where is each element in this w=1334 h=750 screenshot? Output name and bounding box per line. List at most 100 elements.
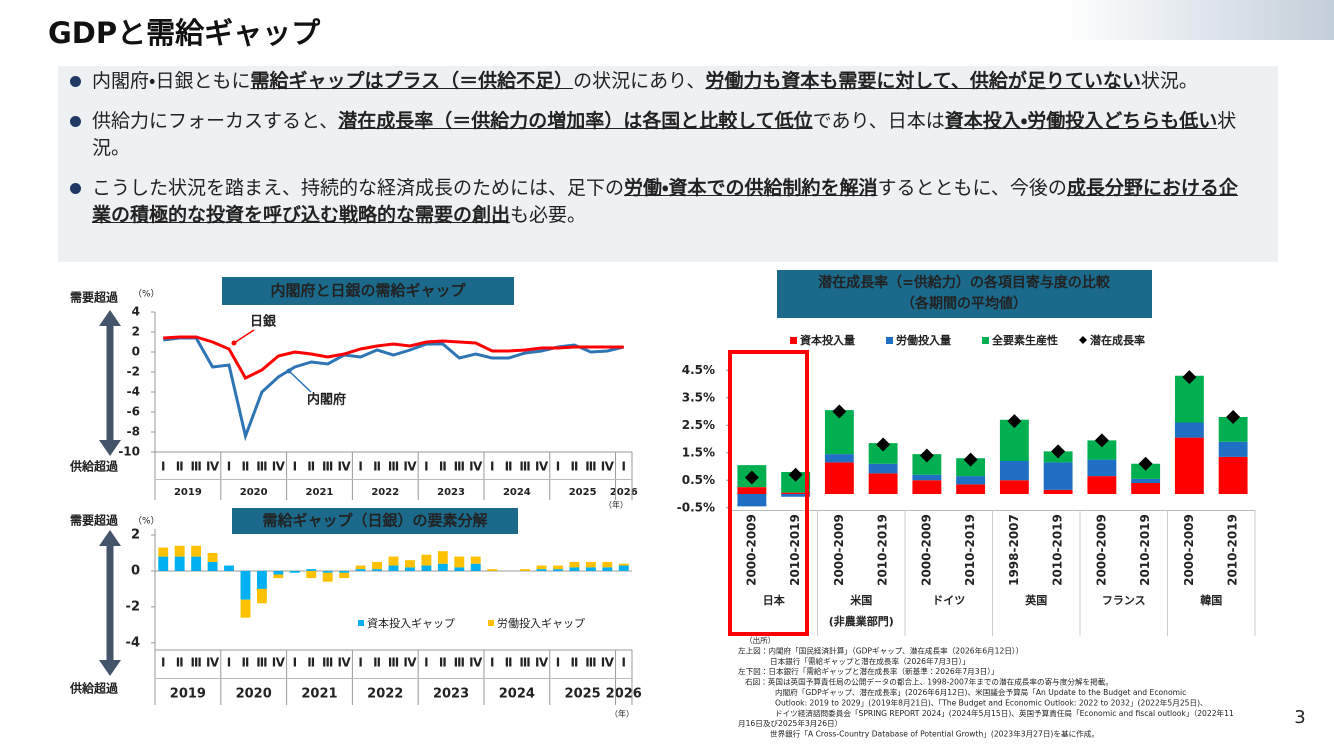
y-tick-label: 2	[132, 325, 140, 339]
emphasis-text: 需給ギャップはプラス（＝供給不足）	[250, 70, 574, 92]
bar-segment	[536, 565, 547, 570]
legend-label: 資本投入ギャップ	[367, 616, 455, 630]
x-tick-label: Ⅳ	[338, 460, 352, 474]
x-tick-label: 2010-2019	[788, 514, 802, 586]
bar-segment	[174, 556, 185, 571]
supply-label: 供給超過	[69, 681, 118, 696]
x-tick-label: Ⅳ	[338, 656, 352, 670]
x-tick-label: Ⅳ	[469, 656, 483, 670]
x-tick-label: Ⅱ	[242, 460, 250, 474]
bar-segment	[158, 547, 169, 557]
legend-label: 資本投入量	[800, 333, 855, 347]
corner-decoration	[1063, 0, 1334, 40]
chart-title: 内閣府と日銀の需給ギャップ	[270, 282, 466, 300]
diamond-marker	[832, 404, 847, 419]
y-tick-label: -4	[127, 385, 140, 399]
source-line: Outlook: 2019 to 2029」(2019年8月21日)、「The …	[775, 697, 1208, 707]
bar-segment	[737, 487, 767, 494]
unit-label: （%）	[133, 289, 160, 300]
bar-segment	[912, 474, 942, 481]
bar-segment	[956, 458, 986, 477]
x-tick-label: Ⅱ	[505, 460, 513, 474]
y-tick-label: -4	[126, 635, 140, 650]
diamond-marker	[1007, 414, 1022, 429]
year-label: 2022	[371, 487, 399, 498]
x-tick-label: Ⅲ	[519, 656, 530, 670]
bar-segment	[868, 473, 898, 494]
x-tick-label: Ⅲ	[585, 460, 596, 474]
x-tick-label: Ⅰ	[161, 656, 165, 670]
y-tick-label: 1.5%	[682, 445, 715, 459]
bar-segment	[207, 561, 218, 571]
x-tick-label: Ⅱ	[242, 656, 250, 670]
year-label: 2019	[174, 487, 202, 498]
x-tick-label: Ⅳ	[601, 656, 615, 670]
y-tick-label: 3.5%	[682, 390, 715, 404]
source-line: （出所）	[745, 635, 775, 645]
diamond-marker	[1138, 456, 1153, 471]
bar-segment	[553, 569, 563, 571]
x-tick-label: Ⅱ	[307, 460, 315, 474]
bar-segment	[289, 570, 300, 573]
y-tick-label: -8	[127, 425, 140, 439]
unit-label: （%）	[133, 516, 160, 527]
annotation-arrow-head	[231, 340, 237, 346]
year-label: 2021	[306, 487, 334, 498]
bullet-text: 状況。	[92, 110, 1237, 159]
x-tick-label: 2010-2019	[1051, 514, 1065, 586]
bar-segment	[1131, 478, 1161, 483]
y-tick-label: 0.5%	[682, 473, 715, 487]
x-tick-label: Ⅲ	[388, 656, 399, 670]
bar-segment	[602, 561, 613, 568]
chart-title-box	[777, 270, 1152, 318]
emphasis-text: 成長分野における企業の積極的な投資を呼び込む戦略的な需要の創出	[92, 177, 1238, 226]
chart-title: （各期間の平均値）	[901, 295, 1027, 312]
source-line: 世界銀行「A Cross-Country Database of Potenti…	[770, 729, 1099, 739]
year-label: 2026	[606, 687, 642, 702]
bar-segment	[273, 570, 284, 575]
x-tick-label: Ⅰ	[622, 656, 626, 670]
group-label: (非農業部門)	[829, 614, 894, 628]
x-tick-label: Ⅱ	[176, 656, 184, 670]
bar-segment	[240, 599, 251, 618]
bar-segment	[553, 565, 563, 570]
bullet: 供給力にフォーカスすると、潜在成長率（＝供給力の増加率）は各国と比較して低位であ…	[70, 108, 1250, 162]
x-unit-label: （年）	[604, 500, 628, 510]
line-series	[163, 335, 624, 380]
bar-segment	[781, 472, 811, 493]
annotation: 日銀	[250, 314, 277, 330]
y-tick-label: -2	[126, 599, 140, 614]
group-label: フランス	[1102, 594, 1146, 607]
emphasis-text: 資本投入・労働投入どちらも低い	[944, 110, 1218, 132]
diamond-marker	[1094, 433, 1109, 448]
x-tick-label: Ⅳ	[272, 460, 286, 474]
x-tick-label: Ⅳ	[535, 460, 549, 474]
y-tick-label: 4	[132, 305, 140, 319]
annotation-arrow	[233, 329, 255, 344]
group-label: 日本	[763, 593, 786, 607]
annotation: 内閣府	[307, 392, 346, 408]
x-tick-label: Ⅳ	[469, 460, 483, 474]
legend-swatch	[358, 620, 364, 626]
bar-segment	[585, 561, 596, 568]
bar-segment	[585, 567, 596, 571]
diamond-marker	[1226, 410, 1241, 424]
bar-segment	[1087, 476, 1117, 494]
diamond-marker	[1051, 444, 1066, 459]
x-tick-label: Ⅲ	[190, 460, 201, 474]
x-tick-label: 2000-2009	[744, 514, 758, 586]
x-tick-label: 1998-2007	[1007, 514, 1021, 586]
bar-segment	[1087, 440, 1117, 460]
x-tick-label: 2000-2009	[919, 514, 933, 586]
bullet-text: も必要。	[510, 204, 587, 226]
year-label: 2025	[569, 487, 597, 498]
bar-segment	[1174, 437, 1204, 494]
year-label: 2019	[170, 687, 206, 702]
bar-segment	[355, 565, 366, 570]
bar-segment	[437, 563, 448, 571]
y-tick-label: -0.5%	[677, 500, 715, 514]
chart-title-box	[222, 277, 514, 305]
x-tick-label: 2010-2019	[876, 514, 890, 586]
x-tick-label: 2000-2009	[1094, 514, 1108, 586]
